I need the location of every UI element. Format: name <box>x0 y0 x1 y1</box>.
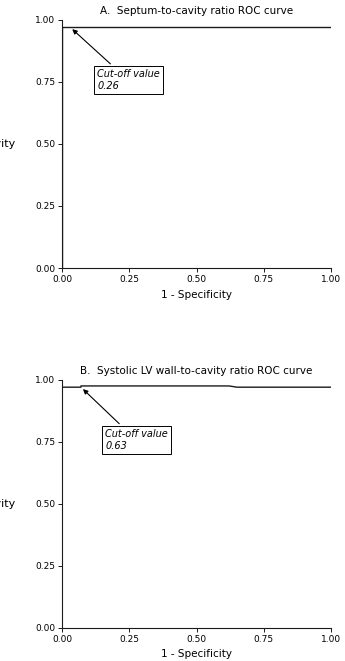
Text: Cut-off value
0.63: Cut-off value 0.63 <box>84 390 168 451</box>
Title: A.  Septum-to-cavity ratio ROC curve: A. Septum-to-cavity ratio ROC curve <box>100 6 293 17</box>
Text: Cut-off value
0.26: Cut-off value 0.26 <box>73 30 160 91</box>
X-axis label: 1 - Specificity: 1 - Specificity <box>161 650 232 660</box>
Y-axis label: Sensitivity: Sensitivity <box>0 499 16 509</box>
Y-axis label: Sensitivity: Sensitivity <box>0 139 16 149</box>
Title: B.  Systolic LV wall-to-cavity ratio ROC curve: B. Systolic LV wall-to-cavity ratio ROC … <box>80 366 313 376</box>
X-axis label: 1 - Specificity: 1 - Specificity <box>161 290 232 299</box>
